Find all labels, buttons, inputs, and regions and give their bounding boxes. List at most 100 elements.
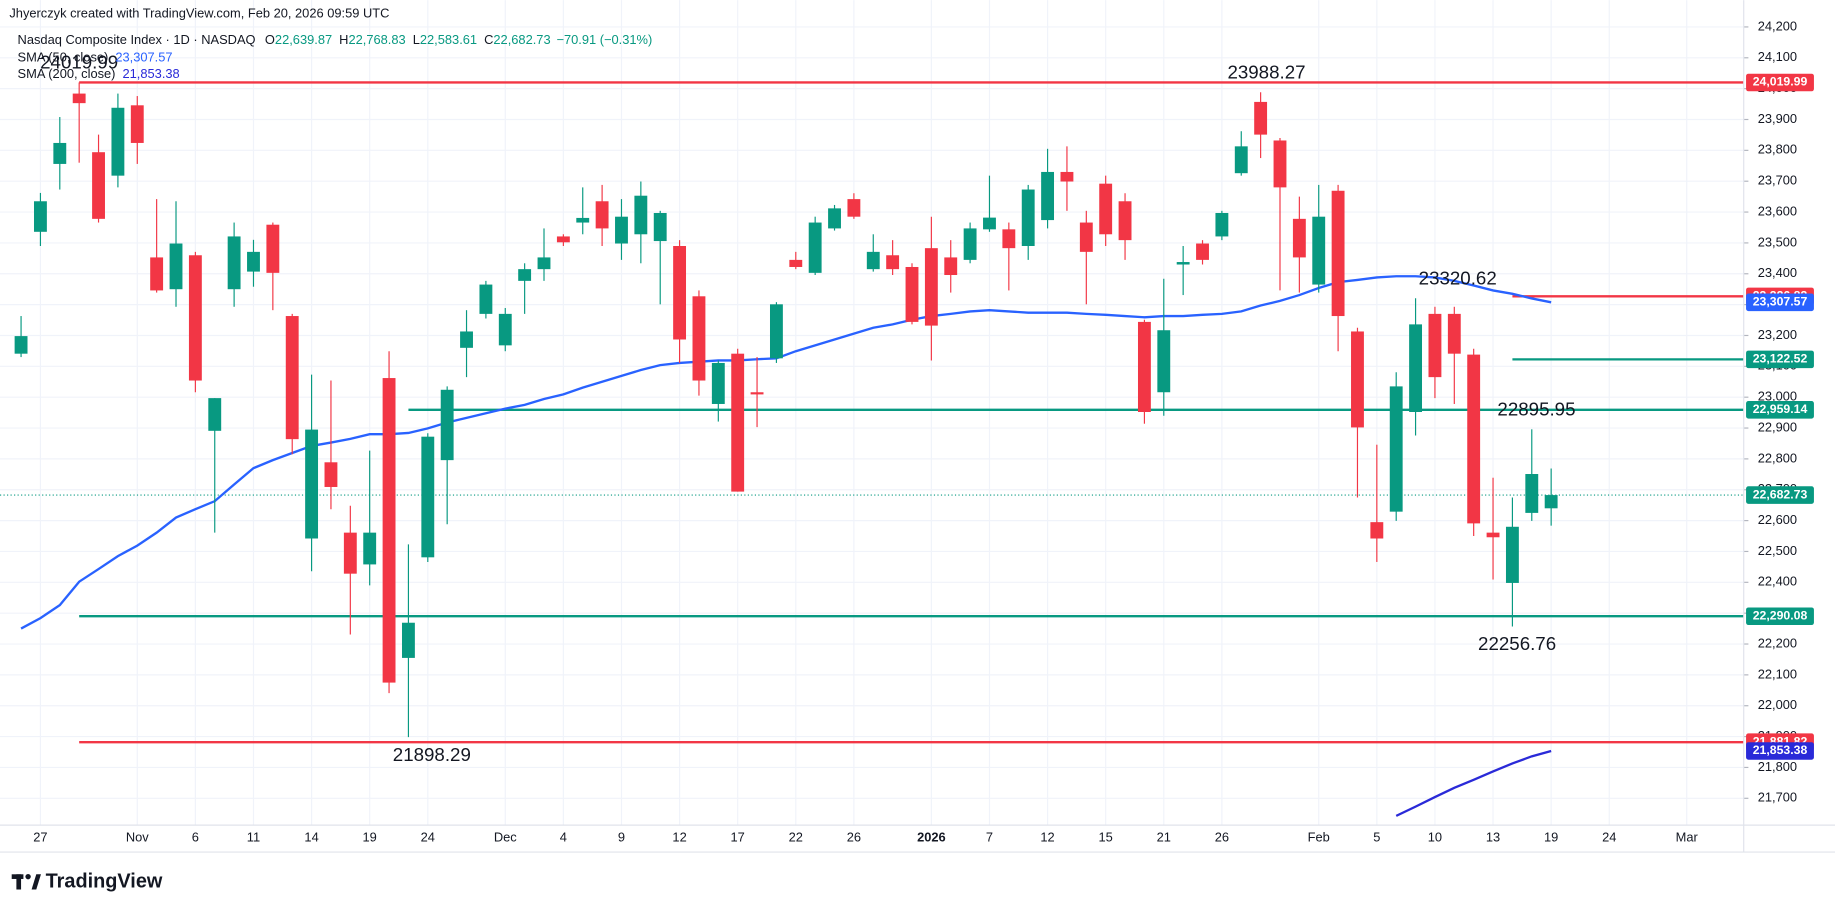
candle-body — [1118, 201, 1132, 241]
candle-body — [1544, 495, 1558, 509]
x-tick-label: 10 — [1428, 829, 1442, 844]
candle-body — [1196, 243, 1209, 260]
candle-body — [556, 236, 570, 243]
sma-name: SMA (200, close) — [18, 66, 116, 81]
candle-body — [1409, 324, 1423, 412]
candle-body — [1157, 330, 1171, 393]
x-tick-label: Nov — [126, 829, 149, 844]
level-price-label-box — [1746, 607, 1814, 626]
candle-body — [886, 255, 900, 270]
candle-body — [33, 201, 47, 232]
price-annotation: 22256.76 — [1478, 633, 1556, 654]
candle-body — [789, 259, 803, 267]
candle-body — [1176, 262, 1190, 265]
candle-body — [111, 107, 125, 176]
candle-body — [150, 257, 164, 291]
candle-body — [750, 392, 764, 395]
x-tick-label: 12 — [1040, 829, 1054, 844]
sma-legend: SMA (200, close) 21,853.38 — [18, 66, 180, 81]
candle-body — [53, 142, 67, 164]
y-tick-label: 23,400 — [1758, 265, 1797, 280]
candle-body — [130, 105, 144, 143]
candle-body — [14, 336, 28, 354]
y-tick-label: 21,700 — [1758, 790, 1797, 805]
x-tick-label: 24 — [421, 829, 435, 844]
candle-body — [421, 436, 435, 558]
ohlc-value: 22,639.87 — [275, 32, 332, 47]
y-tick-label: 23,900 — [1758, 111, 1797, 126]
candle-body — [595, 201, 609, 229]
y-tick-label: 23,000 — [1758, 389, 1797, 404]
candle-body — [1351, 331, 1364, 428]
y-tick-label: 22,400 — [1758, 574, 1797, 589]
x-tick-label: 2026 — [917, 829, 946, 844]
x-tick-label: 19 — [363, 829, 377, 844]
candle-body — [169, 243, 183, 290]
ohlc-key: C — [484, 32, 493, 47]
x-tick-label: 7 — [986, 829, 993, 844]
candle-body — [1137, 321, 1151, 412]
x-tick-label: 13 — [1486, 829, 1500, 844]
candle-body — [1060, 171, 1074, 182]
level-price-label-box — [1746, 401, 1814, 419]
candle-body — [1254, 101, 1268, 135]
x-tick-label: Mar — [1676, 829, 1699, 844]
candle-body — [653, 212, 667, 242]
change: −70.91 (−0.31%) — [556, 32, 652, 47]
candle-body — [363, 532, 377, 565]
x-tick-label: 9 — [618, 829, 625, 844]
x-tick-label: Feb — [1308, 829, 1330, 844]
candle-body — [808, 222, 822, 273]
y-tick-label: 24,100 — [1758, 49, 1797, 64]
y-tick-label: 23,500 — [1758, 234, 1797, 249]
x-tick-label: 6 — [192, 829, 199, 844]
y-tick-label: 23,700 — [1758, 173, 1797, 188]
sma-value: 23,307.57 — [115, 50, 172, 65]
candle-body — [847, 199, 861, 217]
price-annotation: 24019.99 — [40, 52, 118, 73]
ohlc-key: O — [265, 32, 275, 47]
candle-body — [924, 248, 938, 326]
level-price-label: 24,019.99 — [1753, 75, 1808, 89]
candle-body — [711, 362, 725, 404]
candle-body — [944, 257, 958, 276]
y-tick-label: 22,900 — [1758, 419, 1797, 434]
credit: Jhyerczyk created with TradingView.com, … — [9, 6, 389, 21]
y-tick-label: 24,200 — [1758, 18, 1797, 33]
candle-body — [440, 389, 454, 461]
x-tick-label: 19 — [1544, 829, 1558, 844]
candle-body — [1389, 386, 1403, 512]
candle-body — [983, 217, 996, 230]
x-tick-label: 27 — [33, 829, 47, 844]
y-tick-label: 21,800 — [1758, 759, 1797, 774]
candle-body — [343, 532, 357, 574]
sma-price-label-box — [1746, 293, 1814, 312]
legend-line: Nasdaq Composite Index · 1D · NASDAQ O22,… — [18, 32, 653, 47]
candle-body — [266, 224, 280, 273]
x-tick-label: 26 — [847, 829, 861, 844]
candle-body — [731, 353, 745, 492]
x-tick-label: 4 — [560, 829, 567, 844]
candle-body — [1331, 190, 1345, 317]
candle-body — [1312, 216, 1326, 285]
y-tick-label: 22,000 — [1758, 697, 1797, 712]
y-tick-label: 23,600 — [1758, 203, 1797, 218]
ohlc-value: 22,583.61 — [420, 32, 477, 47]
candle-body — [828, 208, 841, 229]
y-tick-label: 22,500 — [1758, 543, 1797, 558]
candle-body — [72, 93, 86, 104]
ohlc-value: 22,682.73 — [493, 32, 550, 47]
candle-body — [1525, 474, 1539, 513]
ohlc-value: 22,768.83 — [348, 32, 405, 47]
x-tick-label: 26 — [1215, 829, 1229, 844]
level-price-label: 23,122.52 — [1753, 352, 1808, 366]
candle-body — [208, 398, 222, 431]
x-tick-label: 21 — [1157, 829, 1171, 844]
candle-body — [382, 378, 396, 683]
x-tick-label: 24 — [1602, 829, 1616, 844]
candle-body — [692, 296, 706, 381]
candle-body — [1234, 146, 1248, 174]
candle-body — [615, 216, 628, 244]
candle-body — [324, 462, 338, 487]
